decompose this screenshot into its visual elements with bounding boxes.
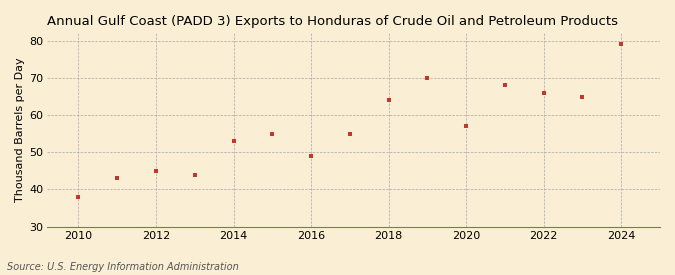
Point [461, 124, 472, 128]
Point [344, 131, 355, 136]
Point [151, 169, 161, 173]
Point [190, 172, 200, 177]
Point [616, 42, 626, 47]
Point [73, 195, 84, 199]
Point [422, 76, 433, 80]
Point [500, 83, 510, 87]
Point [577, 94, 588, 99]
Point [228, 139, 239, 143]
Point [267, 131, 277, 136]
Point [383, 98, 394, 102]
Point [306, 154, 317, 158]
Y-axis label: Thousand Barrels per Day: Thousand Barrels per Day [15, 58, 25, 202]
Point [112, 176, 123, 180]
Text: Annual Gulf Coast (PADD 3) Exports to Honduras of Crude Oil and Petroleum Produc: Annual Gulf Coast (PADD 3) Exports to Ho… [47, 15, 618, 28]
Text: Source: U.S. Energy Information Administration: Source: U.S. Energy Information Administ… [7, 262, 238, 272]
Point [538, 90, 549, 95]
